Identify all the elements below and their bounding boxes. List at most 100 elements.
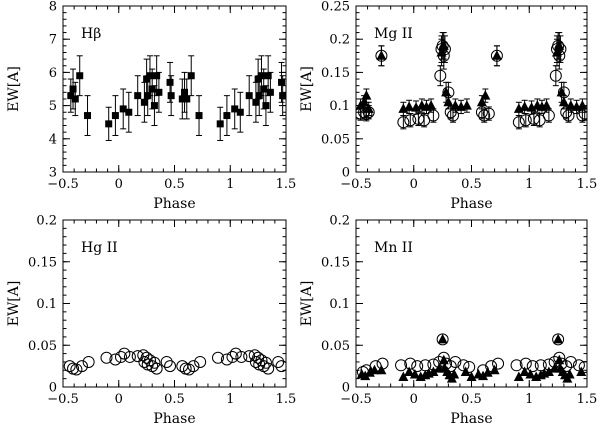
data-point — [226, 350, 239, 363]
data-point — [460, 366, 471, 376]
data-point — [482, 367, 493, 377]
y-tick-label: 0.05 — [28, 339, 57, 354]
data-point — [76, 72, 84, 80]
data-point — [150, 362, 163, 375]
data-point — [491, 50, 502, 60]
y-tick-label: 0.2 — [329, 214, 350, 229]
y-tick-label: 0.15 — [28, 255, 57, 270]
y-tick-label: 0.15 — [321, 66, 350, 81]
x-axis-title: Phase — [450, 411, 492, 427]
x-tick-label: 1 — [226, 177, 234, 192]
data-point — [480, 90, 491, 100]
y-tick-label: 5 — [49, 99, 57, 114]
data-point — [264, 72, 272, 80]
data-point — [398, 371, 409, 381]
data-point — [84, 112, 92, 120]
data-point — [164, 360, 177, 373]
data-point — [155, 88, 163, 96]
data-point — [231, 105, 239, 113]
data-point — [245, 92, 253, 100]
data-point — [109, 353, 122, 366]
data-point — [562, 109, 575, 122]
data-point — [438, 354, 449, 365]
data-point — [489, 364, 500, 375]
data-point — [260, 85, 268, 93]
data-point — [519, 101, 530, 111]
x-tick-label: 0.5 — [164, 177, 185, 192]
data-point — [82, 355, 95, 368]
data-point — [476, 96, 487, 107]
data-point — [450, 100, 461, 110]
x-tick-label: 0.5 — [164, 392, 185, 407]
x-axis-title: Phase — [450, 196, 492, 212]
x-tick-label: 0 — [410, 177, 418, 192]
y-tick-label: 0.25 — [321, 0, 350, 15]
data-point — [236, 108, 244, 116]
data-point — [259, 356, 272, 369]
data-point — [123, 350, 136, 363]
data-point — [187, 360, 200, 373]
data-point — [449, 368, 460, 379]
x-tick-label: 1.5 — [577, 392, 598, 407]
data-point — [361, 90, 372, 100]
data-point — [67, 92, 75, 100]
x-tick-label: −0.5 — [340, 392, 372, 407]
y-axis-title: EW[A] — [6, 66, 22, 112]
y-tick-label: 0 — [49, 381, 57, 396]
x-tick-label: 0.5 — [461, 392, 482, 407]
data-point — [449, 355, 462, 368]
panel-label: Hg II — [81, 240, 118, 256]
y-tick-label: 4 — [49, 132, 57, 147]
data-point — [272, 355, 285, 368]
y-tick-label: 0.05 — [321, 132, 350, 147]
data-point — [510, 359, 523, 372]
data-point — [194, 355, 207, 368]
data-point — [443, 96, 454, 107]
data-point — [576, 366, 587, 376]
data-point — [427, 109, 440, 122]
data-point — [556, 86, 567, 97]
data-point — [578, 360, 587, 373]
y-tick-label: 3 — [49, 166, 57, 181]
data-point — [577, 100, 587, 110]
y-tick-label: 0.1 — [36, 297, 57, 312]
x-tick-label: 1.5 — [276, 392, 297, 407]
data-point — [63, 360, 76, 373]
x-tick-label: 1 — [226, 392, 234, 407]
data-point — [554, 354, 565, 365]
x-tick-label: 1 — [525, 177, 533, 192]
series-triangle — [356, 32, 587, 117]
panel-label: Hβ — [81, 26, 101, 42]
data-point — [519, 366, 530, 376]
data-point — [134, 92, 142, 100]
data-point — [441, 86, 452, 97]
x-axis-title: Phase — [153, 196, 195, 212]
x-tick-label: 0.5 — [461, 177, 482, 192]
y-tick-label: 7 — [49, 33, 57, 48]
data-point — [478, 370, 489, 381]
series-triangle — [356, 333, 587, 383]
y-tick-label: 0.1 — [329, 99, 350, 114]
series-circle — [356, 32, 587, 130]
data-point — [457, 359, 470, 372]
y-tick-label: 8 — [49, 0, 57, 15]
y-tick-label: 0 — [342, 166, 350, 181]
data-point — [565, 100, 576, 110]
data-point — [543, 366, 554, 376]
data-point — [404, 366, 415, 376]
data-point — [395, 359, 408, 372]
data-point — [513, 371, 524, 381]
y-axis-title: EW[A] — [6, 281, 22, 327]
data-point — [564, 355, 577, 368]
series-circle — [63, 347, 286, 376]
y-tick-label: 0.2 — [329, 33, 350, 48]
data-point — [119, 105, 127, 113]
data-point — [167, 92, 175, 100]
data-point — [105, 120, 113, 128]
data-point — [216, 120, 224, 128]
data-point — [461, 100, 472, 110]
data-point — [278, 78, 286, 86]
data-point — [525, 368, 536, 379]
panel-mg2: −0.5 0 0.5 1 1.500.050.10.150.20.25PhaseEW[A… — [299, 0, 597, 212]
